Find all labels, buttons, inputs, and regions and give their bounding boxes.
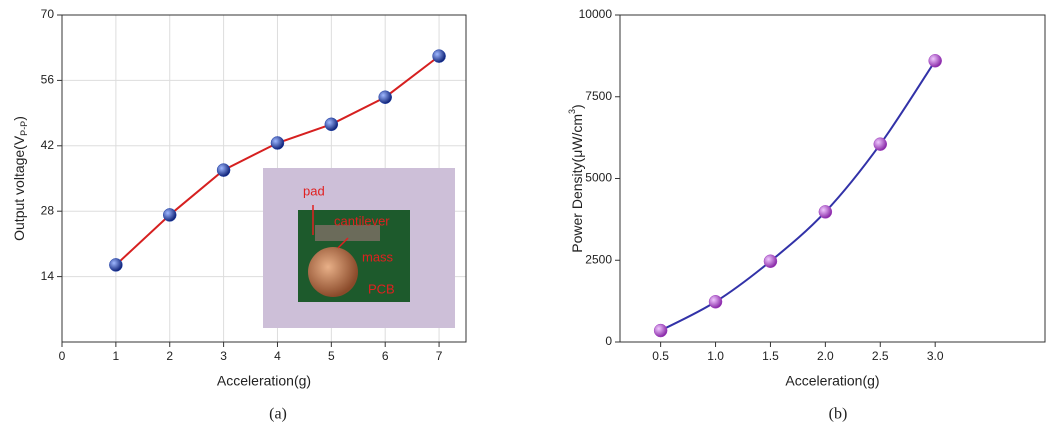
x-tick-label: 1.0 bbox=[707, 349, 724, 363]
y-tick-label: 56 bbox=[41, 73, 55, 87]
coin bbox=[308, 247, 358, 297]
x-tick-label: 3 bbox=[220, 349, 227, 363]
x-tick-label: 5 bbox=[328, 349, 335, 363]
data-point bbox=[109, 258, 123, 272]
y-axis-title-part: P-P bbox=[19, 121, 29, 136]
y-axis-title: Output voltage(VP-P) bbox=[11, 116, 30, 241]
y-tick-label: 70 bbox=[41, 7, 55, 21]
cantilever-shape bbox=[315, 225, 380, 241]
x-tick-label: 3.0 bbox=[927, 349, 944, 363]
data-point bbox=[270, 136, 285, 150]
y-tick-label: 0 bbox=[605, 334, 612, 348]
x-tick-label: 6 bbox=[382, 349, 389, 363]
x-tick-label: 7 bbox=[436, 349, 443, 363]
data-point bbox=[708, 295, 723, 309]
x-tick-label: 1.5 bbox=[762, 349, 779, 363]
caption: (a) bbox=[269, 406, 287, 423]
caption: (b) bbox=[829, 406, 848, 423]
x-tick-label: 0.5 bbox=[652, 349, 669, 363]
data-point bbox=[928, 54, 942, 68]
y-axis-title-part: 3 bbox=[567, 109, 577, 114]
y-axis-title-part: Power Density(μW/cm bbox=[569, 114, 585, 253]
data-point bbox=[653, 323, 668, 338]
x-tick-label: 4 bbox=[274, 349, 281, 363]
plot-frame bbox=[619, 14, 1046, 343]
data-point bbox=[378, 90, 392, 104]
inset-label: mass bbox=[362, 249, 394, 264]
data-point bbox=[432, 49, 446, 63]
x-tick-label: 0 bbox=[59, 349, 66, 363]
data-point bbox=[324, 117, 339, 132]
y-tick-label: 10000 bbox=[579, 7, 613, 21]
data-point bbox=[162, 208, 177, 222]
y-axis-title: Power Density(μW/cm3) bbox=[567, 104, 584, 252]
data-point bbox=[763, 254, 778, 268]
y-axis-title-part: Output voltage(V bbox=[11, 135, 27, 241]
y-axis-title-part: ) bbox=[11, 116, 27, 121]
inset-label: cantilever bbox=[334, 213, 390, 228]
x-axis-title: Acceleration(g) bbox=[217, 373, 311, 389]
arrow bbox=[337, 237, 349, 249]
y-tick-label: 14 bbox=[41, 269, 55, 283]
y-tick-label: 7500 bbox=[585, 89, 612, 103]
y-tick-label: 42 bbox=[41, 138, 55, 152]
plot-frame bbox=[61, 14, 467, 343]
x-tick-label: 2.0 bbox=[817, 349, 834, 363]
y-tick-label: 2500 bbox=[585, 252, 612, 266]
inset-label: pad bbox=[303, 183, 325, 198]
data-point bbox=[873, 137, 888, 151]
series-line bbox=[660, 60, 937, 332]
inset-photo: pad cantilever mass PCB bbox=[263, 168, 455, 328]
x-tick-label: 2 bbox=[166, 349, 173, 363]
y-tick-label: 28 bbox=[41, 203, 55, 217]
x-tick-label: 1 bbox=[113, 349, 120, 363]
data-point bbox=[818, 205, 833, 219]
data-point bbox=[216, 163, 231, 177]
y-tick-label: 5000 bbox=[585, 171, 612, 185]
inset-label: PCB bbox=[368, 281, 395, 296]
y-axis-title-part: ) bbox=[569, 104, 585, 109]
x-tick-label: 2.5 bbox=[872, 349, 889, 363]
x-axis-title: Acceleration(g) bbox=[785, 373, 879, 389]
